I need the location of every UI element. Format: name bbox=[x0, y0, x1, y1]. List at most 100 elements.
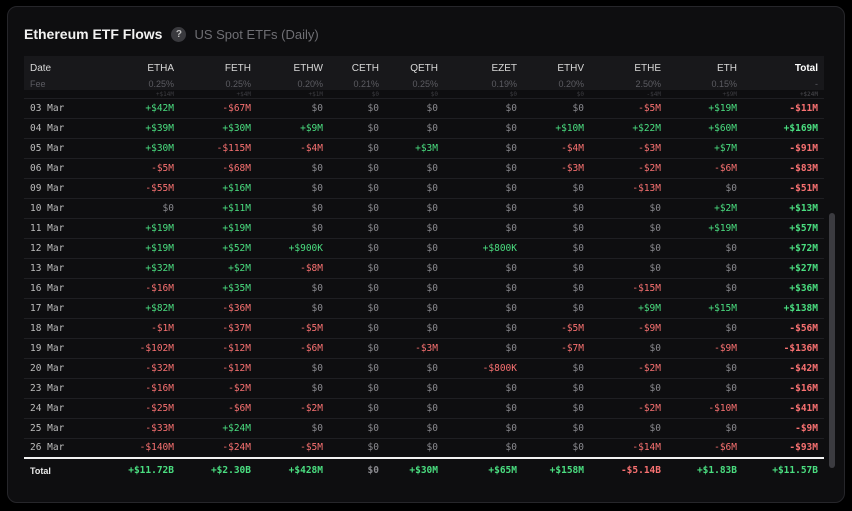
date-cell: 18 Mar bbox=[24, 318, 122, 339]
table-row[interactable]: 13 Mar +$32M +$2M -$8M $0 $0 $0 $0 $0 $0 +$27M bbox=[24, 258, 824, 279]
help-icon[interactable]: ? bbox=[171, 26, 187, 42]
date-cell: 09 Mar bbox=[24, 178, 122, 199]
fee-cell: 0.25% bbox=[182, 77, 259, 90]
etf-flows-card: Ethereum ETF Flows ? US Spot ETFs (Daily… bbox=[7, 6, 845, 503]
flow-cell: -$7M bbox=[525, 338, 592, 359]
table-cell: +$14M bbox=[122, 90, 182, 99]
column-header-ethe[interactable]: ETHE bbox=[592, 56, 669, 77]
flow-cell: $0 bbox=[446, 118, 525, 139]
flow-cell: +$39M bbox=[122, 118, 182, 139]
column-header-eth[interactable]: ETH bbox=[669, 56, 745, 77]
flow-cell: $0 bbox=[331, 118, 387, 139]
column-header-total[interactable]: Total bbox=[745, 56, 824, 77]
column-header-ethv[interactable]: ETHV bbox=[525, 56, 592, 77]
table-row[interactable]: 24 Mar -$25M -$6M -$2M $0 $0 $0 $0 -$2M -$10M -$41… bbox=[24, 398, 824, 419]
flow-cell: +$3M bbox=[387, 138, 446, 159]
fee-cell: 2.50% bbox=[592, 77, 669, 90]
total-cell: +$1.83B bbox=[669, 457, 745, 482]
flow-cell: -$5M bbox=[525, 318, 592, 339]
flow-cell: $0 bbox=[525, 218, 592, 239]
flow-cell: $0 bbox=[387, 178, 446, 199]
fee-cell: 0.20% bbox=[525, 77, 592, 90]
table-row[interactable]: 17 Mar +$82M -$36M $0 $0 $0 $0 $0 +$9M +$15M +$138… bbox=[24, 298, 824, 319]
date-cell: 11 Mar bbox=[24, 218, 122, 239]
flow-cell: -$42M bbox=[745, 358, 824, 379]
total-label: Total bbox=[24, 457, 122, 482]
column-header-feth[interactable]: FETH bbox=[182, 56, 259, 77]
fee-cell: 0.19% bbox=[446, 77, 525, 90]
table-row[interactable]: 03 Mar +$42M -$67M $0 $0 $0 $0 $0 -$5M +$19M -$11M bbox=[24, 98, 824, 119]
flow-cell: -$3M bbox=[592, 138, 669, 159]
fee-cell: 0.20% bbox=[259, 77, 331, 90]
flow-cell: $0 bbox=[387, 118, 446, 139]
table-row[interactable]: 12 Mar +$19M +$52M +$900K $0 $0 +$800K $0 $0 $0 +$… bbox=[24, 238, 824, 259]
flow-cell: +$13M bbox=[745, 198, 824, 219]
column-header-qeth[interactable]: QETH bbox=[387, 56, 446, 77]
table-cell: $0 bbox=[525, 90, 592, 99]
flow-cell: -$2M bbox=[182, 378, 259, 399]
table-row[interactable]: 23 Mar -$16M -$2M $0 $0 $0 $0 $0 $0 $0 -$16M bbox=[24, 378, 824, 399]
flow-cell: -$37M bbox=[182, 318, 259, 339]
table-cell: $0 bbox=[331, 90, 387, 99]
flow-cell: +$19M bbox=[182, 218, 259, 239]
flow-cell: $0 bbox=[525, 418, 592, 439]
table-row[interactable]: 06 Mar -$5M -$68M $0 $0 $0 $0 -$3M -$2M -$6M -$83M bbox=[24, 158, 824, 179]
flow-cell: +$7M bbox=[669, 138, 745, 159]
flow-cell: -$6M bbox=[182, 398, 259, 419]
flow-cell: +$57M bbox=[745, 218, 824, 239]
table-row[interactable]: 04 Mar +$39M +$30M +$9M $0 $0 $0 +$10M +$22M +$60… bbox=[24, 118, 824, 139]
table-row[interactable]: 18 Mar -$1M -$37M -$5M $0 $0 $0 -$5M -$9M $0 -$56M bbox=[24, 318, 824, 339]
flow-cell: $0 bbox=[446, 178, 525, 199]
flow-cell: +$72M bbox=[745, 238, 824, 259]
flow-cell: $0 bbox=[331, 278, 387, 299]
table-cell: +$24M bbox=[745, 90, 824, 99]
flow-cell: +$30M bbox=[122, 138, 182, 159]
table-row[interactable]: 19 Mar -$102M -$12M -$6M $0 -$3M $0 -$7M $0 -$9M -… bbox=[24, 338, 824, 359]
flow-cell: -$14M bbox=[592, 438, 669, 459]
flow-cell: -$5M bbox=[592, 98, 669, 119]
table-row-partial: +$14M +$4M +$1M $0 $0 $0 $0 -$4M +$9M +$24M bbox=[24, 90, 824, 99]
column-header-date[interactable]: Date bbox=[24, 56, 122, 77]
flow-cell: $0 bbox=[592, 378, 669, 399]
fee-cell: - bbox=[745, 77, 824, 90]
table-row[interactable]: 11 Mar +$19M +$19M $0 $0 $0 $0 $0 $0 +$19M +$57M bbox=[24, 218, 824, 239]
flow-cell: $0 bbox=[331, 378, 387, 399]
table-row[interactable]: 10 Mar $0 +$11M $0 $0 $0 $0 $0 $0 +$2M +$13M bbox=[24, 198, 824, 219]
flow-cell: -$10M bbox=[669, 398, 745, 419]
total-cell: +$11.72B bbox=[122, 457, 182, 482]
flow-cell: -$2M bbox=[592, 358, 669, 379]
flows-table-container[interactable]: Date ETHA FETH ETHW CETH QETH EZET ETHV ETHE ETH T… bbox=[24, 56, 824, 493]
flow-cell: +$15M bbox=[669, 298, 745, 319]
column-header-ceth[interactable]: CETH bbox=[331, 56, 387, 77]
table-row[interactable]: 20 Mar -$32M -$12M $0 $0 $0 -$800K $0 -$2M $0 -$42… bbox=[24, 358, 824, 379]
flow-cell: $0 bbox=[122, 198, 182, 219]
flow-cell: -$16M bbox=[122, 378, 182, 399]
date-cell: 03 Mar bbox=[24, 98, 122, 119]
flow-cell: -$800K bbox=[446, 358, 525, 379]
fee-cell: 0.25% bbox=[122, 77, 182, 90]
flow-cell: -$140M bbox=[122, 438, 182, 459]
table-row[interactable]: 09 Mar -$55M +$16M $0 $0 $0 $0 $0 -$13M $0 -$51M bbox=[24, 178, 824, 199]
flow-cell: -$41M bbox=[745, 398, 824, 419]
flow-cell: $0 bbox=[446, 438, 525, 459]
date-cell: 13 Mar bbox=[24, 258, 122, 279]
flow-cell: $0 bbox=[331, 438, 387, 459]
table-row[interactable]: 26 Mar -$140M -$24M -$5M $0 $0 $0 $0 -$14M -$6M -$… bbox=[24, 438, 824, 459]
table-row[interactable]: 16 Mar -$16M +$35M $0 $0 $0 $0 $0 -$15M $0 +$36M bbox=[24, 278, 824, 299]
flow-cell: -$9M bbox=[592, 318, 669, 339]
flow-cell: $0 bbox=[446, 298, 525, 319]
column-header-ezet[interactable]: EZET bbox=[446, 56, 525, 77]
date-cell: 06 Mar bbox=[24, 158, 122, 179]
table-cell: +$9M bbox=[669, 90, 745, 99]
column-header-ethw[interactable]: ETHW bbox=[259, 56, 331, 77]
flow-cell: $0 bbox=[259, 198, 331, 219]
vertical-scrollbar[interactable] bbox=[829, 213, 835, 468]
column-header-etha[interactable]: ETHA bbox=[122, 56, 182, 77]
table-cell bbox=[24, 90, 122, 99]
flow-cell: $0 bbox=[525, 198, 592, 219]
flow-cell: $0 bbox=[525, 298, 592, 319]
table-row[interactable]: 05 Mar +$30M -$115M -$4M $0 +$3M $0 -$4M -$3M +$7… bbox=[24, 138, 824, 159]
card-header: Ethereum ETF Flows ? US Spot ETFs (Daily… bbox=[24, 24, 319, 44]
flow-cell: $0 bbox=[592, 338, 669, 359]
table-row[interactable]: 25 Mar -$33M +$24M $0 $0 $0 $0 $0 $0 $0 -$9M bbox=[24, 418, 824, 439]
